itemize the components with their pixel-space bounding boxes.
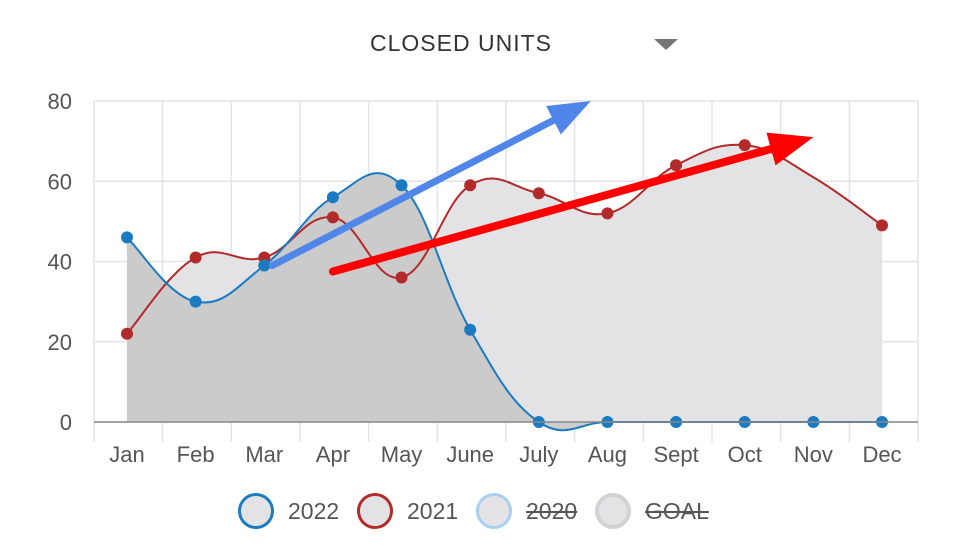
y-tick-label: 0 (60, 410, 72, 435)
point-2021 (189, 251, 202, 264)
legend-label: 2022 (288, 497, 340, 524)
line-chart: 0 20 40 60 80 Jan Feb Mar Apr May June July Aug Sept O… (48, 89, 919, 467)
point-2021 (395, 271, 408, 284)
x-tick-label: Mar (245, 442, 283, 467)
legend-swatch (357, 493, 393, 529)
legend-item-2022[interactable]: 2022 (238, 486, 339, 536)
chart-select-dropdown[interactable] (650, 36, 680, 56)
legend-swatch (238, 493, 274, 529)
point-2022 (189, 295, 202, 308)
x-tick-label: May (381, 442, 423, 467)
point-2021 (464, 179, 477, 192)
legend-label: GOAL (645, 497, 709, 524)
x-tick-label: Apr (316, 442, 350, 467)
x-tick-label: Feb (177, 442, 215, 467)
x-tick-label: June (446, 442, 494, 467)
y-tick-label: 20 (48, 330, 72, 355)
point-2021 (532, 187, 545, 200)
x-tick-label: Aug (588, 442, 627, 467)
point-2022 (258, 259, 271, 272)
legend-swatch (476, 493, 512, 529)
legend-label: 2020 (526, 497, 578, 524)
chart-header: CLOSED UNITS (0, 0, 958, 90)
point-2021 (601, 207, 614, 220)
x-tick-label: July (519, 442, 558, 467)
point-2022 (326, 191, 339, 204)
x-tick-label: Dec (862, 442, 901, 467)
point-2022 (464, 323, 477, 336)
x-tick-label: Sept (653, 442, 698, 467)
y-tick-label: 40 (48, 250, 72, 275)
point-2022 (121, 231, 133, 244)
point-2021 (121, 327, 133, 340)
legend-swatch (595, 493, 631, 529)
chart-legend: 2022 2021 2020 GOAL (0, 486, 958, 536)
legend-item-goal[interactable]: GOAL (595, 486, 709, 536)
point-2021 (876, 219, 888, 232)
annotation-arrow (268, 116, 558, 270)
annotation-arrow (328, 144, 775, 276)
legend-label: 2021 (407, 497, 459, 524)
point-2021 (326, 211, 339, 224)
chart-title: CLOSED UNITS (370, 30, 552, 56)
x-tick-label: Jan (109, 442, 144, 467)
point-2021 (738, 139, 751, 152)
y-tick-label: 60 (48, 169, 72, 194)
x-tick-label: Nov (794, 442, 833, 467)
area-2022 (127, 173, 882, 431)
y-tick-label: 80 (48, 89, 72, 114)
legend-item-2021[interactable]: 2021 (357, 486, 458, 536)
annotation-arrowhead (546, 101, 591, 135)
legend-item-2020[interactable]: 2020 (476, 486, 577, 536)
caret-down-icon (654, 39, 678, 50)
annotation-arrowhead (766, 132, 814, 166)
point-2022 (395, 179, 408, 192)
x-tick-label: Oct (728, 442, 762, 467)
point-2021 (670, 159, 683, 172)
